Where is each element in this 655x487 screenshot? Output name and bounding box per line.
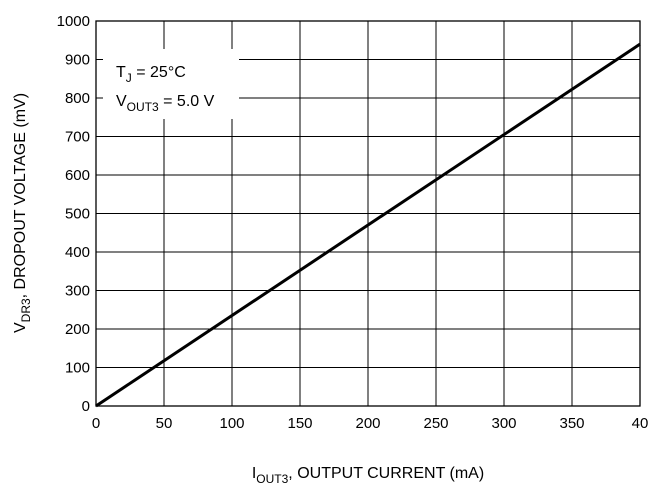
y-tick-label: 500	[65, 206, 90, 223]
series-group	[95, 42, 641, 408]
annotation-temperature: TJ = 25°C	[116, 64, 186, 85]
x-tick-label: 50	[156, 415, 173, 432]
x-axis-label: IOUT3, OUTPUT CURRENT (mA)	[252, 465, 484, 486]
x-tick-labels: 0 50 100 150 200 250 300 350 40	[92, 415, 649, 432]
y-tick-label: 800	[65, 90, 90, 107]
plot-frame	[95, 20, 641, 407]
y-tick-labels: 0 100 200 300 400 500 600 700 800 900 1000	[57, 13, 90, 415]
y-tick-label: 100	[65, 360, 90, 377]
y-tick-label: 400	[65, 244, 90, 261]
y-axis-label: VDR3, DROPOUT VOLTAGE (mV)	[12, 93, 33, 333]
grid	[96, 21, 640, 406]
y-tick-label: 900	[65, 52, 90, 69]
y-tick-label: 1000	[57, 13, 90, 30]
y-tick-label: 700	[65, 129, 90, 146]
x-tick-label: 150	[287, 415, 312, 432]
x-tick-label: 250	[423, 415, 448, 432]
x-tick-label: 300	[491, 415, 516, 432]
y-tick-label: 0	[82, 398, 90, 415]
x-tick-label: 350	[559, 415, 584, 432]
series-line-dropout-voltage	[95, 42, 641, 408]
y-tick-label: 200	[65, 321, 90, 338]
x-tick-label: 100	[219, 415, 244, 432]
y-tick-label: 300	[65, 283, 90, 300]
x-tick-label: 0	[92, 415, 100, 432]
x-tick-label: 200	[355, 415, 380, 432]
x-tick-label: 40	[632, 415, 649, 432]
annotation-background	[103, 49, 239, 119]
y-tick-label: 600	[65, 167, 90, 184]
annotation-output-voltage: VOUT3 = 5.0 V	[116, 93, 215, 114]
